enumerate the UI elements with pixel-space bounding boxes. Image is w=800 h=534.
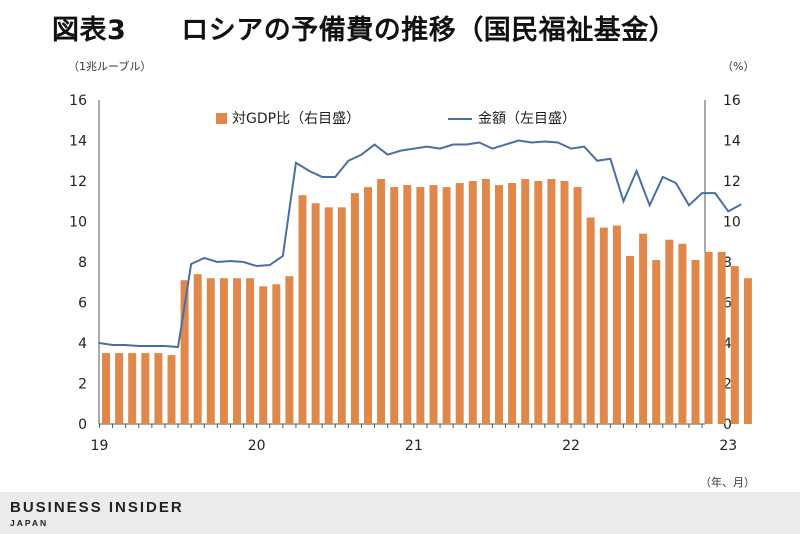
bar [259, 286, 268, 424]
bar [468, 181, 477, 424]
bar [730, 266, 739, 424]
bar [416, 187, 425, 424]
bar [639, 233, 648, 424]
right-tick-label: 6 [723, 296, 732, 312]
bar [481, 178, 490, 424]
right-tick-label: 10 [723, 215, 741, 231]
bar [298, 195, 307, 424]
right-axis-unit: （%） [722, 60, 755, 73]
bar [429, 185, 438, 424]
bar [704, 251, 713, 424]
bar [652, 259, 661, 424]
x-tick-label: 23 [719, 438, 737, 454]
bar [495, 185, 503, 424]
right-tick-label: 8 [723, 255, 732, 271]
bar [390, 187, 399, 424]
bar [691, 259, 700, 424]
bar [115, 353, 124, 424]
bar [377, 178, 386, 424]
bar [626, 255, 634, 424]
bar [167, 355, 176, 424]
bar [717, 251, 726, 424]
bar [455, 183, 464, 424]
bar [599, 227, 608, 424]
x-tick-label: 21 [405, 438, 423, 454]
bar [364, 187, 372, 424]
x-tick-label: 20 [248, 438, 266, 454]
x-tick-label: 19 [91, 438, 109, 454]
bar [154, 353, 163, 424]
bar [678, 243, 687, 424]
bar [521, 178, 530, 424]
bar [219, 278, 228, 424]
right-tick-label: 4 [723, 336, 732, 352]
chart-title: 図表3 ロシアの予備費の推移（国民福祉基金） [52, 15, 677, 46]
left-tick-label: 12 [69, 174, 87, 190]
bar [180, 280, 189, 424]
left-tick-label: 8 [78, 255, 87, 271]
bar [128, 353, 137, 424]
left-tick-label: 6 [78, 296, 87, 312]
right-tick-label: 16 [723, 93, 741, 109]
left-tick-label: 0 [78, 417, 87, 433]
right-tick-label: 2 [723, 377, 732, 393]
right-tick-label: 14 [723, 134, 741, 150]
footer-bar [0, 492, 800, 534]
bar [547, 178, 556, 424]
left-tick-label: 16 [69, 93, 87, 109]
bar [743, 278, 752, 424]
right-tick-label: 0 [723, 417, 732, 433]
bar [612, 225, 621, 424]
bar [233, 278, 241, 424]
bar [337, 207, 346, 424]
bar [246, 278, 255, 424]
bar [285, 276, 294, 424]
left-tick-label: 10 [69, 215, 87, 231]
bar [311, 203, 320, 424]
bar [350, 193, 359, 424]
series-line [99, 139, 742, 349]
left-tick-label: 2 [78, 377, 87, 393]
bar [586, 217, 595, 424]
bar [560, 181, 569, 424]
x-axis-unit: （年、月） [700, 476, 755, 489]
right-tick-label: 12 [723, 174, 741, 190]
bar [573, 187, 582, 424]
bar [403, 185, 412, 424]
bar [665, 239, 674, 424]
left-axis-unit: （1兆ルーブル） [68, 60, 152, 73]
bar [193, 274, 202, 424]
bar [102, 353, 110, 424]
bar [324, 207, 333, 424]
bar [272, 284, 281, 424]
x-tick-label: 22 [562, 438, 580, 454]
legend-label-line: 金額（左目盛） [478, 111, 576, 127]
legend-label-bar: 対GDP比（右目盛） [232, 111, 360, 127]
left-tick-label: 4 [78, 336, 87, 352]
brand-logo: BUSINESS INSIDER [10, 499, 184, 516]
brand-logo-sub: JAPAN [10, 518, 49, 528]
bar [141, 353, 150, 424]
bar [206, 278, 215, 424]
left-tick-label: 14 [69, 134, 87, 150]
bar [534, 181, 543, 424]
legend-swatch-bar [216, 113, 227, 124]
bar [442, 187, 451, 424]
bar [508, 183, 517, 424]
